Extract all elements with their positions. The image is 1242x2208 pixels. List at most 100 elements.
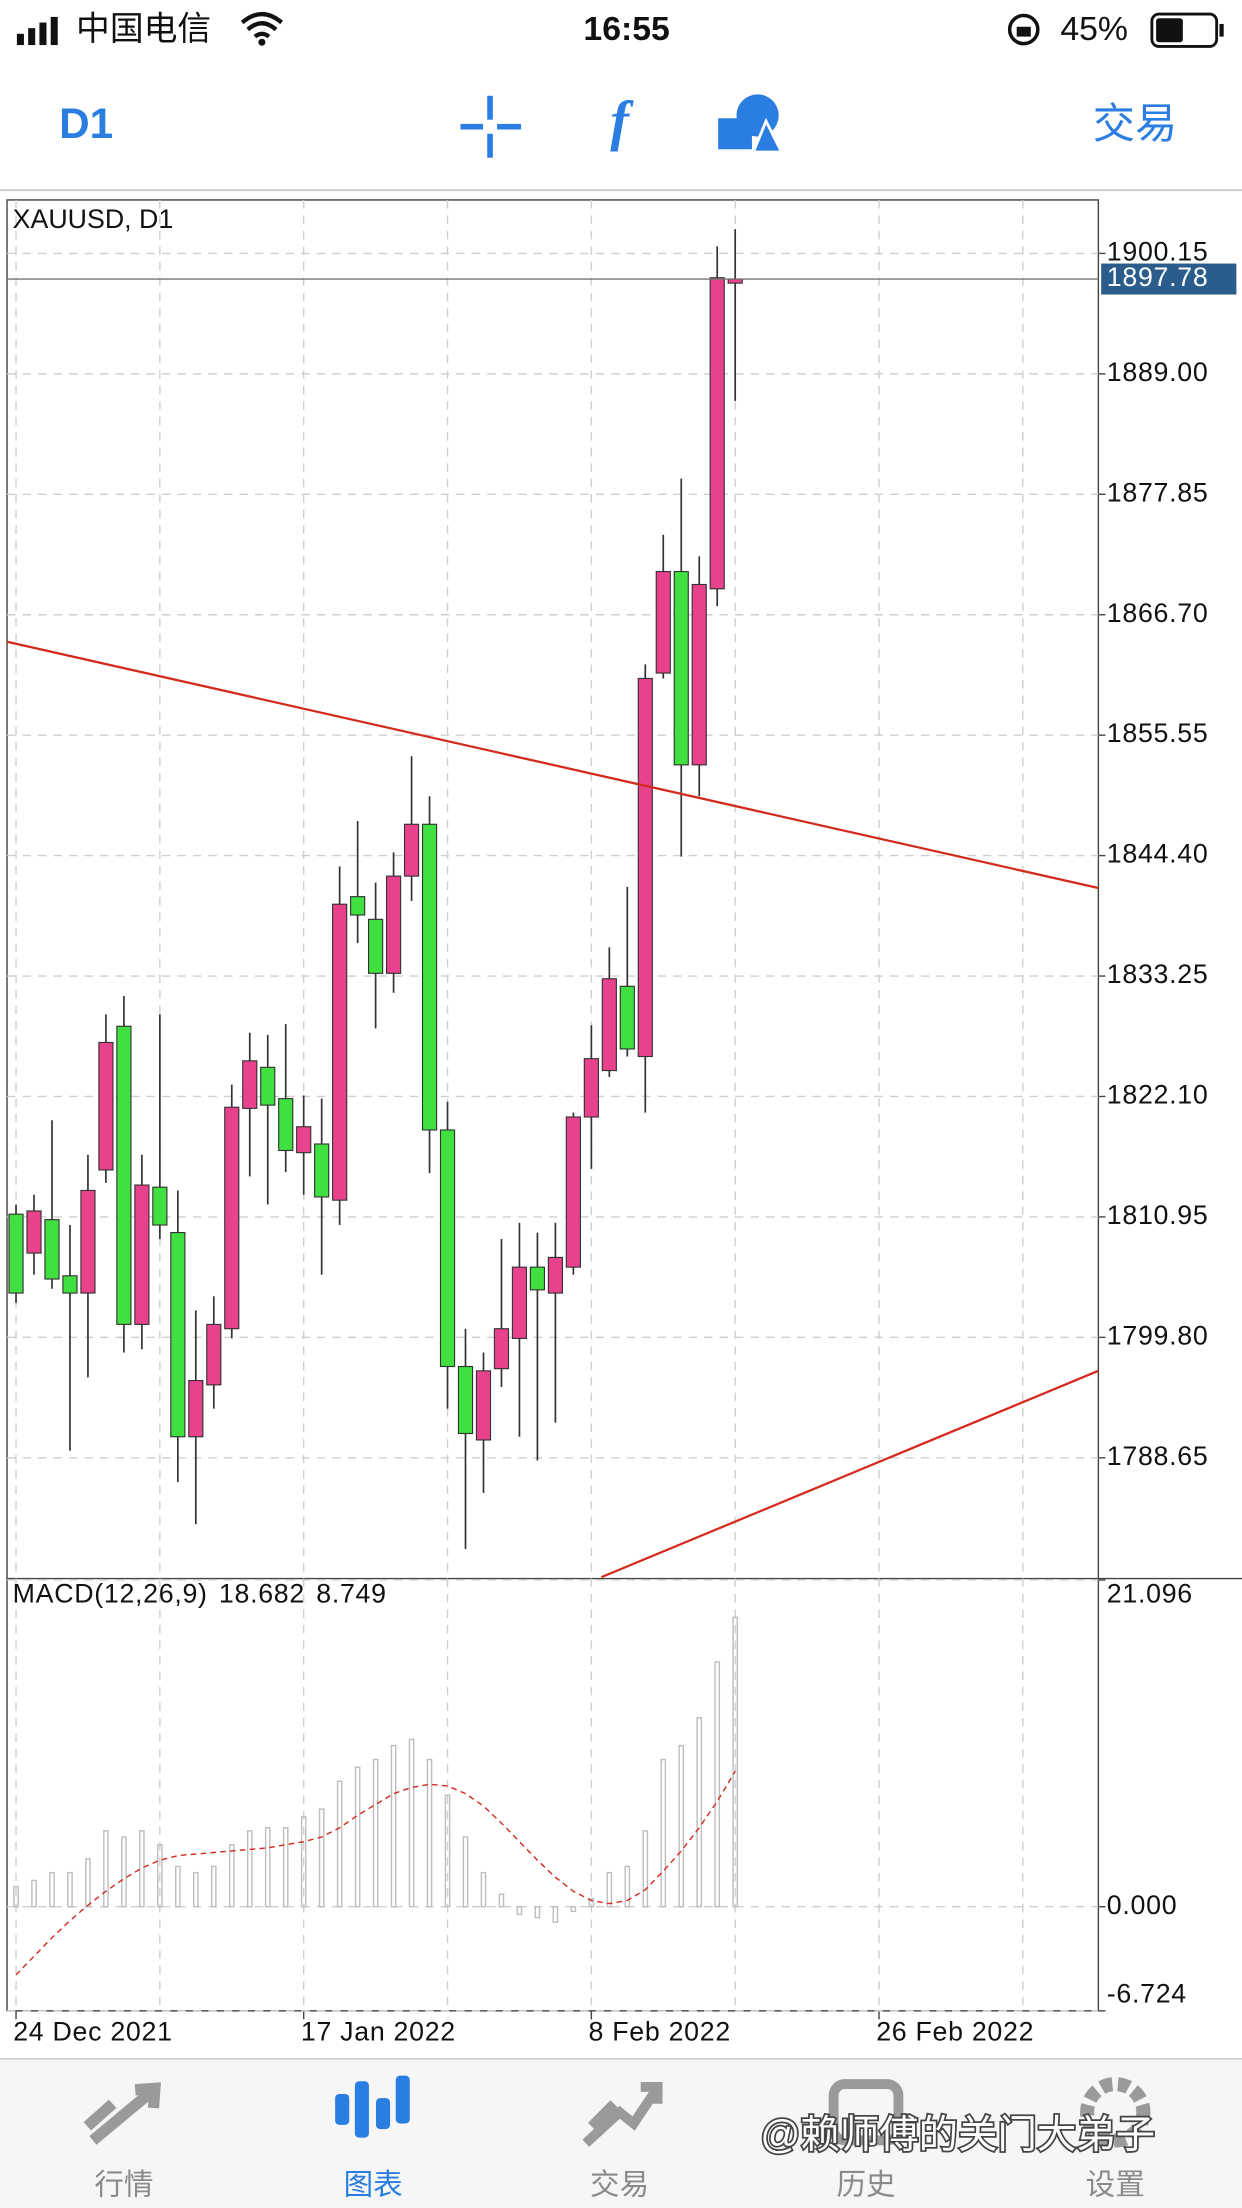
y-tick-label: 21.096 <box>1107 1579 1193 1609</box>
last-price-label: 1897.78 <box>1107 262 1209 292</box>
macd-bar <box>31 1879 37 1908</box>
plot-frame <box>6 199 1100 2012</box>
macd-bar <box>552 1906 559 1923</box>
macd-bar <box>300 1816 307 1908</box>
candle-body <box>260 1066 276 1106</box>
macd-bar <box>516 1906 523 1916</box>
indicators-button[interactable]: f <box>610 91 634 153</box>
macd-bar <box>85 1857 91 1908</box>
candle-body <box>170 1232 186 1438</box>
signal-icon <box>50 16 58 46</box>
macd-bar <box>408 1738 415 1908</box>
macd-bar <box>606 1871 613 1908</box>
crosshair-button[interactable] <box>460 95 522 158</box>
tab-label[interactable]: 行情 <box>94 2169 153 2202</box>
trade-button[interactable]: 交易 <box>1093 100 1177 147</box>
signal-icon <box>28 28 36 46</box>
candle-body <box>80 1189 96 1294</box>
macd-bar <box>246 1830 253 1908</box>
candle-body <box>601 978 617 1072</box>
macd-bar <box>372 1758 379 1908</box>
indicator-name: MACD(12,26,9) <box>13 1579 208 1609</box>
macd-bar <box>336 1780 343 1908</box>
candle-body <box>8 1213 24 1294</box>
tab-label[interactable]: 历史 <box>836 2169 895 2202</box>
tab-label[interactable]: 图表 <box>344 2169 403 2202</box>
macd-bar <box>444 1794 451 1908</box>
chart-icon <box>335 2075 410 2138</box>
candle-body <box>188 1379 204 1438</box>
battery-icon <box>1156 18 1183 43</box>
candle-body <box>691 583 707 766</box>
battery-level: 45% <box>1060 10 1128 48</box>
battery-icon <box>1219 23 1224 37</box>
indicator-title: MACD(12,26,9) 18.682 8.749 <box>13 1579 387 1609</box>
macd-bar <box>696 1717 703 1908</box>
macd-bar <box>228 1844 235 1908</box>
wifi-icon <box>240 11 284 39</box>
quotes-icon <box>83 2082 161 2145</box>
x-tick-label: 17 Jan 2022 <box>301 2016 456 2046</box>
history-icon <box>828 2079 904 2146</box>
macd-bar <box>570 1906 577 1913</box>
indicator-value: 18.682 <box>219 1579 305 1609</box>
macd-bar <box>282 1827 289 1908</box>
candle-body <box>350 896 366 916</box>
status-bar: 中国电信 16:55 45% <box>16 10 1224 48</box>
y-tick-label: 1799.80 <box>1107 1320 1209 1350</box>
macd-bar <box>390 1744 397 1908</box>
macd-bar <box>354 1766 361 1908</box>
candle-body <box>565 1116 581 1268</box>
tab-label[interactable]: 设置 <box>1086 2169 1145 2202</box>
watermark: @赖师傅的关门大弟子 <box>760 2113 1155 2157</box>
y-tick-label: 1866.70 <box>1107 598 1209 628</box>
macd-bar <box>193 1871 199 1908</box>
lock-icon <box>1007 13 1040 46</box>
macd-bar <box>103 1830 109 1908</box>
macd-bar <box>13 1885 19 1908</box>
signal-line <box>15 1770 736 1976</box>
objects-button[interactable] <box>718 94 784 154</box>
y-tick-label: 1822.10 <box>1107 1080 1209 1110</box>
y-tick-label: 1900.15 <box>1107 236 1209 266</box>
macd-bar <box>660 1758 667 1908</box>
macd-bar <box>714 1661 721 1908</box>
candle-body <box>98 1041 114 1171</box>
macd-bar <box>139 1830 145 1908</box>
candle-body <box>152 1186 168 1226</box>
macd-bar <box>588 1898 595 1908</box>
y-tick-label: 0.000 <box>1107 1890 1177 1920</box>
macd-bar <box>642 1830 649 1908</box>
timeframe-button[interactable]: D1 <box>59 100 113 147</box>
candle-body <box>368 918 384 974</box>
candle-body <box>709 277 725 590</box>
candle-body <box>134 1184 150 1325</box>
trade-icon <box>582 2081 663 2147</box>
macd-bar <box>462 1836 469 1908</box>
candle-body <box>242 1060 258 1109</box>
trend-line <box>6 640 1099 890</box>
wifi-icon <box>258 38 266 46</box>
y-tick-label: 1889.00 <box>1107 357 1209 387</box>
x-tick-label: 24 Dec 2021 <box>13 2016 172 2046</box>
candle-body <box>529 1266 546 1291</box>
toolbar: D1 f 交易 <box>0 91 1242 192</box>
clock: 16:55 <box>583 10 669 48</box>
macd-bar <box>534 1906 541 1919</box>
candle-body <box>439 1129 456 1368</box>
macd-bar <box>264 1827 271 1908</box>
y-tick-label: 1810.95 <box>1107 1200 1209 1230</box>
macd-bar <box>121 1836 127 1908</box>
candle-body <box>296 1126 312 1154</box>
tab-label[interactable]: 交易 <box>590 2169 649 2202</box>
candle-body <box>403 823 420 877</box>
chart-layer: 24 Dec 2021 17 Jan 2022 8 Feb 2022 26 Feb 2… <box>6 199 1237 2046</box>
y-tick-label: 1833.25 <box>1107 959 1209 989</box>
trend-line <box>600 1369 1099 1579</box>
signal-icon <box>16 33 24 46</box>
candle-body <box>637 677 653 1058</box>
candle-body <box>26 1210 42 1254</box>
x-tick-label: 8 Feb 2022 <box>589 2016 731 2046</box>
macd-bar <box>732 1616 739 1908</box>
